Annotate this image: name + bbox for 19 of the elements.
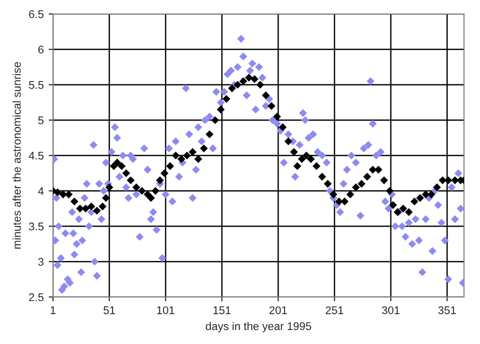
x-tick-label: 51 [104, 306, 115, 314]
y-tick-label: 5 [38, 116, 44, 124]
x-axis-title: days in the year 1995 [206, 322, 312, 332]
y-tick-label: 3.5 [28, 222, 44, 230]
x-tick-label: 1 [50, 306, 56, 314]
x-tick-label: 101 [157, 306, 174, 314]
x-tick-label: 201 [269, 306, 287, 314]
x-tick-label: 301 [382, 306, 400, 314]
y-tick-label: 6 [38, 46, 44, 54]
y-tick-label: 2.5 [29, 293, 44, 302]
y-tick-label: 6.5 [29, 10, 44, 18]
x-tick-label: 151 [213, 306, 231, 314]
y-tick-label: 4.5 [28, 152, 44, 160]
x-tick-label: 351 [438, 306, 456, 314]
y-tick-label: 5.5 [28, 81, 44, 89]
x-tick-label: 251 [326, 306, 344, 314]
y-axis-title: minutes after the astronomical sunrise [12, 62, 21, 249]
y-tick-label: 3 [38, 258, 44, 266]
y-tick-label: 4 [38, 187, 44, 195]
